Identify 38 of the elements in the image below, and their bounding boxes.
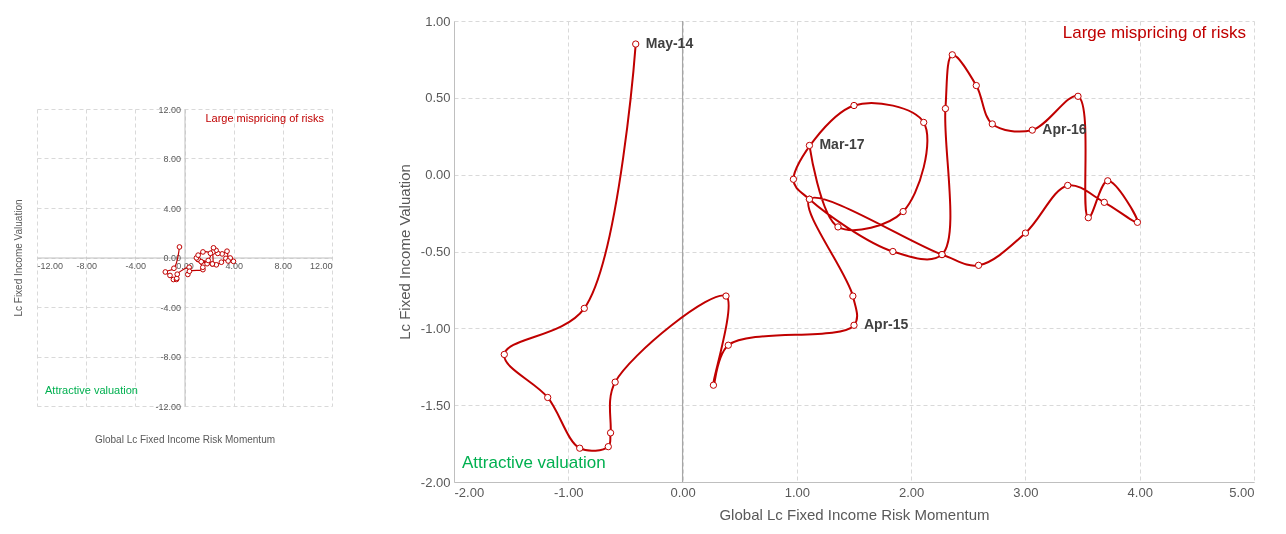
y-tick-label: 8.00 <box>163 154 181 164</box>
x-tick-label: 3.00 <box>1013 484 1039 500</box>
x-tick-label: 8.00 <box>274 261 293 271</box>
y-tick-label: -1.00 <box>420 320 451 336</box>
x-axis-title: Global Lc Fixed Income Risk Momentum <box>719 505 990 523</box>
annotation: Apr-15 <box>864 316 909 333</box>
x-tick-label: 0.00 <box>670 484 696 500</box>
y-axis-title: Lc Fixed Income Valuation <box>395 164 413 340</box>
x-tick-label: 2.00 <box>898 484 925 500</box>
x-tick-label: -8.00 <box>76 261 97 271</box>
annotation: May-14 <box>645 35 694 52</box>
x-tick-label: 4.00 <box>225 261 243 271</box>
x-tick-label: -4.00 <box>125 261 147 271</box>
y-tick-label: 0.50 <box>425 90 451 106</box>
annotation: Mar-17 <box>819 136 865 153</box>
x-tick-label: 12.00 <box>309 261 333 271</box>
y-tick-label: 12.00 <box>158 104 181 115</box>
y-tick-label: 0.00 <box>425 167 451 183</box>
y-tick-label: -4.00 <box>160 302 181 313</box>
annotation: Attractive valuation <box>45 384 138 396</box>
x-tick-label: -1.00 <box>553 484 584 500</box>
annotation: Large mispricing of risks <box>205 112 325 124</box>
y-axis-title: Lc Fixed Income Valuation <box>12 199 24 317</box>
x-tick-label: -2.00 <box>454 484 485 500</box>
x-tick-label: 1.00 <box>784 484 811 500</box>
y-tick-label: 1.00 <box>425 13 451 29</box>
y-tick-label: 4.00 <box>163 203 181 214</box>
y-tick-label: -2.00 <box>420 474 451 490</box>
y-tick-label: -12.00 <box>155 401 181 412</box>
annotation: Attractive valuation <box>462 453 606 472</box>
x-tick-label: 5.00 <box>1229 484 1255 500</box>
annotation: Large mispricing of risks <box>1062 23 1246 42</box>
x-tick-label: 4.00 <box>1127 484 1153 500</box>
y-tick-label: -8.00 <box>160 352 181 362</box>
x-axis-title: Global Lc Fixed Income Risk Momentum <box>94 433 276 445</box>
x-tick-label: -12.00 <box>37 261 64 271</box>
y-tick-label: -0.50 <box>420 244 451 259</box>
y-tick-label: -1.50 <box>420 397 451 413</box>
